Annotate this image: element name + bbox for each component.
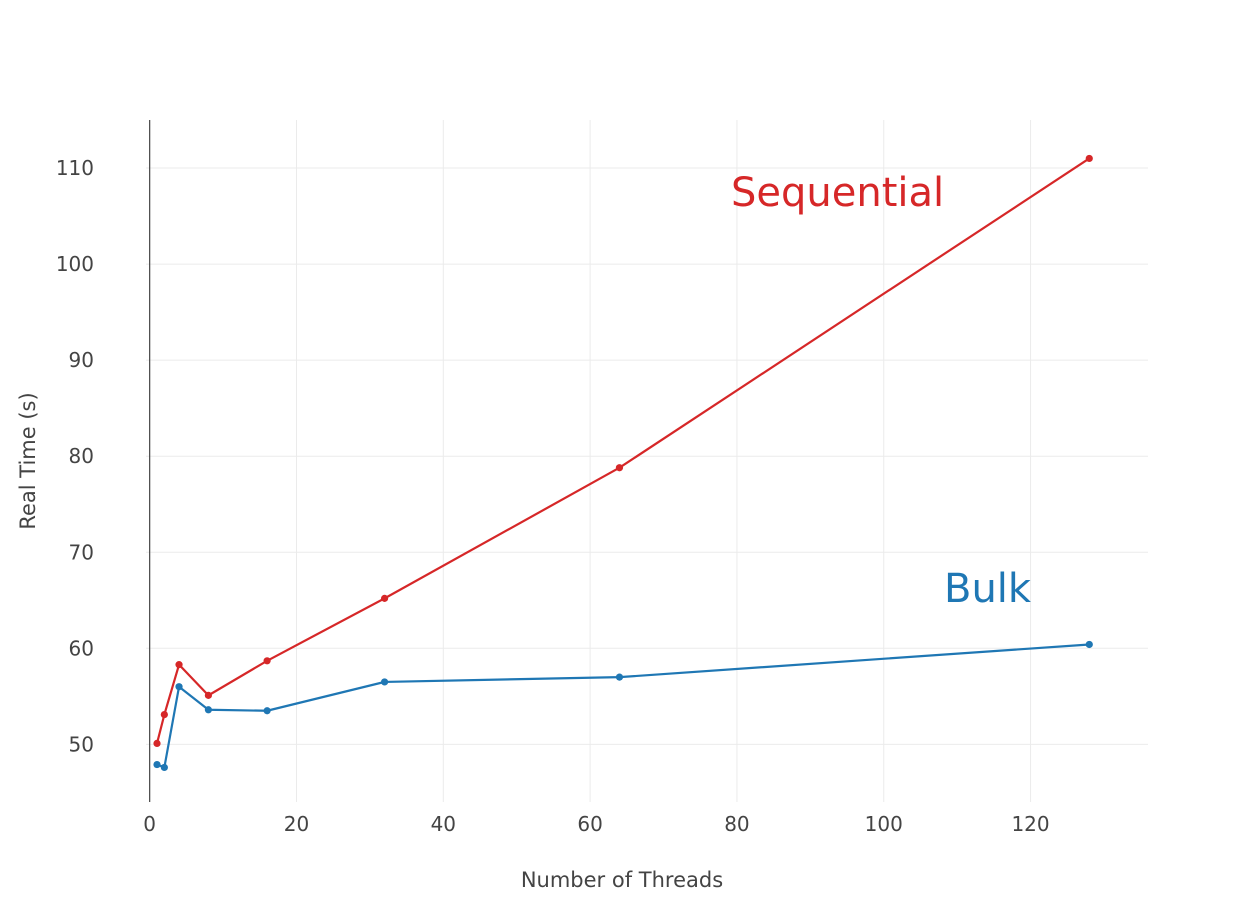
data-point-sequential: [160, 710, 168, 719]
y-tick-label: 70: [69, 540, 94, 564]
data-point-bulk: [175, 683, 183, 691]
y-tick-label: 60: [69, 636, 94, 660]
y-axis-title: Real Time (s): [16, 392, 40, 529]
series-label-bulk: Bulk: [944, 566, 1032, 612]
data-point-sequential: [1085, 154, 1093, 163]
axes: 0 20 40 60 80 100 120 50 60 70 80 90 100 110: [56, 120, 1050, 836]
grid: [146, 120, 1148, 802]
x-tick-label: 20: [284, 812, 309, 836]
y-tick-label: 100: [56, 252, 94, 276]
series-line-bulk: [156, 643, 1090, 769]
data-point-bulk: [615, 673, 624, 681]
series-label-sequential: Sequential: [731, 170, 944, 216]
data-point-sequential: [263, 657, 271, 665]
x-tick-label: 80: [724, 812, 749, 836]
y-tick-label: 50: [69, 732, 94, 756]
data-point-bulk: [1085, 640, 1093, 649]
y-tick-label: 110: [56, 156, 94, 180]
x-tick-label: 100: [865, 812, 903, 836]
data-point-bulk: [160, 763, 168, 772]
x-tick-label: 40: [431, 812, 456, 836]
data-point-sequential: [615, 464, 624, 472]
data-point-bulk: [204, 706, 212, 714]
data-point-bulk: [380, 678, 389, 686]
data-point-sequential: [153, 739, 161, 748]
data-point-sequential: [204, 691, 212, 699]
x-axis-title: Number of Threads: [521, 868, 723, 892]
data-point-bulk: [153, 760, 161, 769]
x-tick-label: 60: [577, 812, 602, 836]
data-point-bulk: [263, 707, 271, 715]
x-tick-label: 120: [1011, 812, 1049, 836]
data-point-sequential: [175, 661, 183, 669]
series-lines: [153, 154, 1093, 772]
x-tick-label: 0: [143, 812, 156, 836]
data-point-sequential: [380, 594, 389, 602]
y-tick-label: 80: [69, 444, 94, 468]
series-line-sequential: [155, 157, 1090, 744]
series-labels: Sequential Bulk: [731, 170, 1032, 612]
y-tick-label: 90: [69, 348, 94, 372]
